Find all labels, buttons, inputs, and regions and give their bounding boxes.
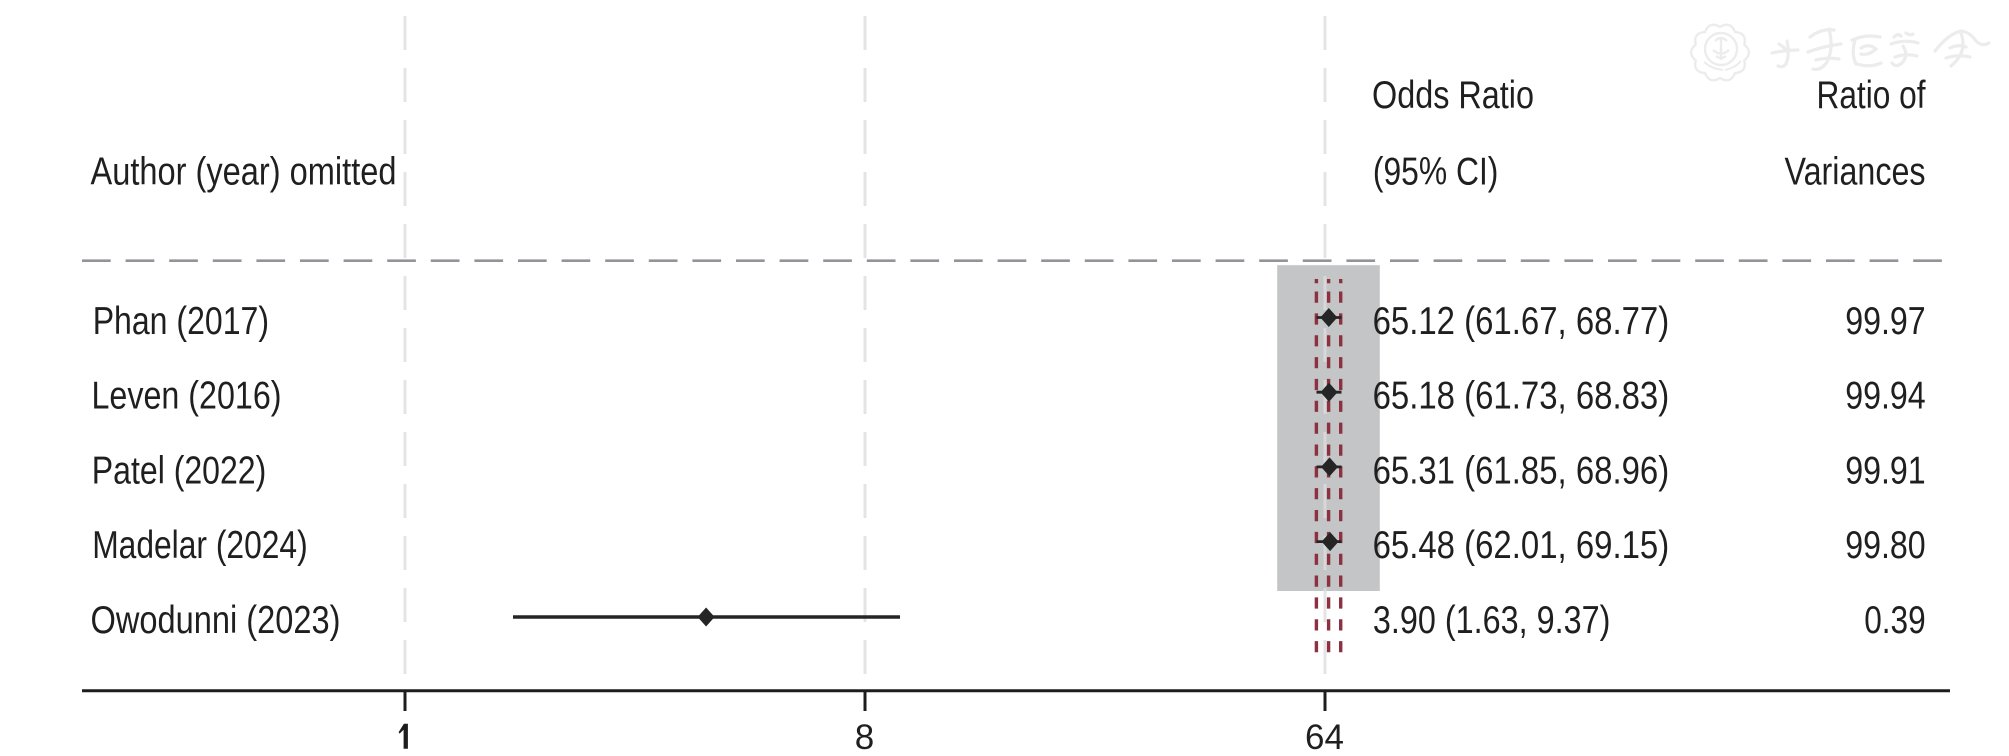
svg-text:Madelar (2024): Madelar (2024) bbox=[92, 524, 308, 567]
svg-text:8: 8 bbox=[855, 718, 874, 756]
svg-text:99.97: 99.97 bbox=[1845, 300, 1926, 343]
svg-text:Patel (2022): Patel (2022) bbox=[92, 449, 266, 492]
svg-text:Ratio of: Ratio of bbox=[1817, 74, 1926, 117]
svg-text:3.90 (1.63, 9.37): 3.90 (1.63, 9.37) bbox=[1373, 599, 1611, 642]
svg-text:Phan (2017): Phan (2017) bbox=[93, 300, 269, 343]
svg-text:0.39: 0.39 bbox=[1864, 599, 1926, 642]
svg-text:Author (year) omitted: Author (year) omitted bbox=[91, 151, 397, 194]
svg-text:65.18 (61.73, 68.83): 65.18 (61.73, 68.83) bbox=[1373, 375, 1670, 418]
svg-text:99.94: 99.94 bbox=[1845, 375, 1926, 418]
svg-text:Odds Ratio: Odds Ratio bbox=[1372, 74, 1534, 117]
svg-text:65.31 (61.85, 68.96): 65.31 (61.85, 68.96) bbox=[1373, 449, 1670, 492]
svg-text:99.91: 99.91 bbox=[1845, 449, 1926, 492]
svg-text:(95% CI): (95% CI) bbox=[1373, 151, 1499, 194]
svg-text:65.48 (62.01, 69.15): 65.48 (62.01, 69.15) bbox=[1373, 524, 1670, 567]
svg-text:65.12 (61.67, 68.77): 65.12 (61.67, 68.77) bbox=[1373, 300, 1670, 343]
svg-text:Owodunni (2023): Owodunni (2023) bbox=[91, 599, 341, 642]
svg-text:99.80: 99.80 bbox=[1845, 524, 1926, 567]
svg-text:64: 64 bbox=[1305, 718, 1344, 756]
svg-text:Variances: Variances bbox=[1785, 151, 1926, 194]
svg-text:Leven (2016): Leven (2016) bbox=[92, 375, 282, 418]
